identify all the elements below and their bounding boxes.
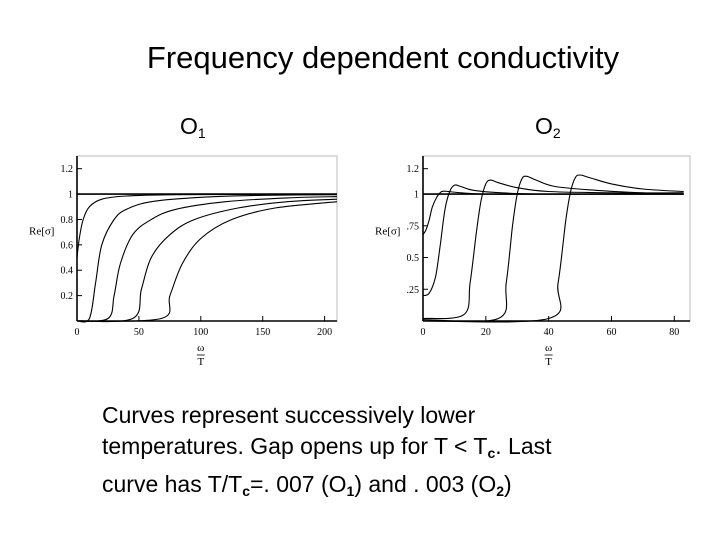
chart-label-o1: O1 [180, 113, 206, 141]
plot-frame [422, 155, 691, 322]
x-tick-label: 60 [606, 327, 616, 338]
caption-line-2: temperatures. Gap opens up for T < Tc. L… [102, 431, 702, 469]
caption-subscript-1: 1 [346, 483, 355, 499]
y-tick-label: 0.6 [61, 240, 74, 251]
y-tick-label: 1.2 [61, 164, 74, 175]
x-tick-label: 80 [669, 327, 679, 338]
x-tick-label: 40 [544, 327, 554, 338]
y-tick-label: .25 [407, 285, 420, 296]
x-axis-label-numerator: ω [197, 342, 204, 354]
caption-subscript-2: 2 [496, 483, 505, 499]
y-tick-label: 1 [414, 190, 419, 201]
caption-line-1: Curves represent successively lower [102, 402, 476, 428]
x-axis-label-numerator: ω [545, 342, 552, 354]
chart-label-o2-letter: O [535, 113, 553, 139]
y-tick-label: 1.2 [407, 164, 420, 175]
caption-subscript-c: c [487, 445, 496, 461]
x-axis-label-denominator: T [545, 356, 552, 368]
conductivity-curve-6 [76, 201, 338, 322]
x-tick-label: 100 [193, 327, 208, 338]
caption-line-2-end: . Last [495, 433, 552, 459]
conductivity-curve-2 [76, 193, 338, 258]
conductivity-curve-2 [422, 190, 684, 235]
chart-label-o1-letter: O [180, 113, 198, 139]
x-tick-label: 50 [134, 327, 144, 338]
caption: Curves represent successively lower temp… [102, 400, 702, 507]
chart-label-o2-subscript: 2 [552, 125, 561, 141]
conductivity-curve-4 [76, 196, 338, 322]
y-tick-label: .75 [407, 221, 420, 232]
x-tick-label: 0 [75, 327, 80, 338]
y-tick-label: 1 [68, 190, 73, 201]
chart-label-o1-subscript: 1 [197, 125, 206, 141]
caption-line-3: curve has T/Tc=. 007 (O1) and . 003 (O2) [102, 469, 702, 507]
x-tick-label: 200 [317, 327, 332, 338]
caption-line-3-b: =. 007 (O [249, 471, 347, 497]
conductivity-curve-3 [76, 194, 338, 323]
caption-line-3-a: curve has T/T [102, 471, 243, 497]
y-tick-label: 0.5 [407, 253, 420, 264]
conductivity-curve-5 [76, 198, 338, 323]
chart-label-o2: O2 [535, 113, 561, 141]
y-tick-label: 0.8 [61, 215, 74, 226]
conductivity-plot-o2: .25 0.5 .75 1 1.2 0 20 40 60 80 Re[σ] ωT [375, 155, 691, 368]
x-axis-label-denominator: T [197, 356, 204, 368]
x-tick-label: 20 [481, 327, 491, 338]
caption-line-2-text: temperatures. Gap opens up for T < T [102, 433, 488, 459]
y-axis-label: Re[σ] [375, 226, 400, 238]
y-axis-label: Re[σ] [29, 226, 54, 238]
conductivity-curve-4 [422, 179, 684, 320]
conductivity-plot-o1: 0.2 0.4 0.6 0.8 1 1.2 0 50 100 150 200 Re[σ] ωT [29, 155, 338, 368]
y-tick-label: 0.4 [61, 266, 74, 277]
conductivity-curve-6 [422, 174, 684, 323]
plot-frame [76, 155, 338, 322]
caption-line-3-d: ) [504, 471, 512, 497]
x-tick-label: 150 [255, 327, 270, 338]
slide-title: Frequency dependent conductivity [146, 40, 620, 75]
caption-subscript-c2: c [242, 483, 250, 499]
conductivity-curve-3 [422, 184, 684, 297]
conductivity-curve-5 [422, 175, 684, 323]
caption-line-3-c: ) and . 003 (O [354, 471, 497, 497]
y-tick-label: 0.2 [61, 291, 74, 302]
x-tick-label: 0 [421, 327, 426, 338]
